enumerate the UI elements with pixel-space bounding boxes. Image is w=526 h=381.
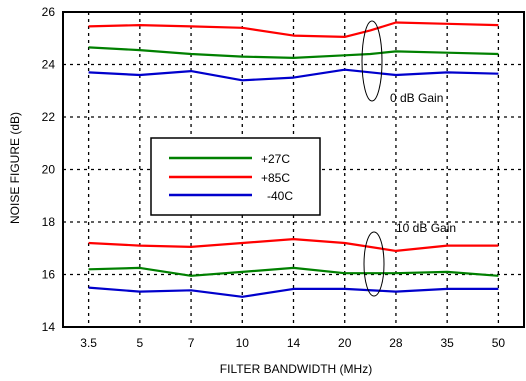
y-axis-label: NOISE FIGURE (dB) [8,112,22,224]
legend: +27C +85C -40C [150,137,321,216]
series-line-40c-10db [88,286,499,298]
annotation-0db-gain: 0 dB Gain [390,91,443,105]
y-tick-label: 16 [42,268,56,282]
x-tick-label: 10 [236,336,250,350]
x-tick-label: 7 [188,336,195,350]
y-tick-label: 20 [42,163,56,177]
annotation-10db-gain: 10 dB Gain [396,221,456,235]
legend-label-27c: +27C [261,152,290,166]
x-tick-label: 14 [287,336,301,350]
x-tick-label: 20 [338,336,352,350]
gain-ellipse-0db [361,20,383,102]
y-tick-label: 18 [42,215,56,229]
series-line-27c-0db [88,46,499,60]
x-tick-label: 3.5 [80,336,97,350]
plot-frame [62,11,525,328]
x-tick-label: 28 [389,336,403,350]
series-line-40c-0db [88,68,499,82]
x-tick-label: 5 [136,336,143,350]
series-line-27c-10db [88,266,499,277]
axis-ticks: 3.5 5 7 10 14 20 28 35 50 14 16 18 20 22 24 26 [42,5,506,350]
x-tick-label: 50 [492,336,506,350]
legend-label-40c: -40C [267,189,293,203]
series-line-85c-0db [88,21,499,39]
gain-ellipse-10db [363,231,385,297]
x-tick-label: 35 [440,336,454,350]
series-lines [88,21,499,298]
y-tick-label: 22 [42,110,56,124]
series-line-85c-10db [88,238,499,252]
y-tick-label: 24 [42,58,56,72]
y-tick-label: 26 [42,5,56,19]
x-axis-label: FILTER BANDWIDTH (MHz) [220,362,372,376]
y-tick-label: 14 [42,320,56,334]
legend-label-85c: +85C [261,171,290,185]
